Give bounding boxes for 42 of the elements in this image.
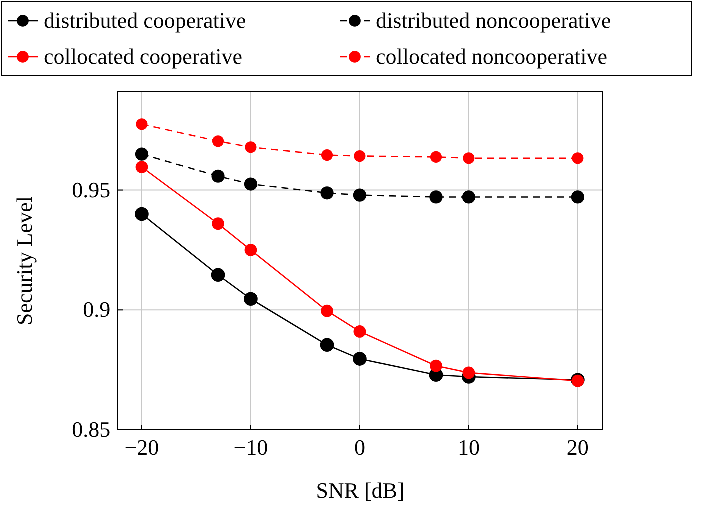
- point: [462, 366, 476, 380]
- point: [321, 304, 334, 318]
- point: [320, 186, 334, 200]
- point: [136, 118, 148, 130]
- y-tick-label: 0.9: [83, 297, 111, 322]
- y-tick-label: 0.95: [72, 177, 111, 202]
- point: [245, 142, 257, 154]
- point: [212, 170, 225, 183]
- y-tick-label: 0.85: [72, 417, 111, 442]
- point: [135, 148, 149, 161]
- point: [244, 292, 258, 306]
- point: [430, 151, 442, 163]
- x-tick-label: 10: [458, 435, 480, 460]
- point: [354, 326, 366, 338]
- legend-label: collocated cooperative: [44, 44, 243, 69]
- x-tick-label: −10: [234, 435, 268, 460]
- x-tick-label: −20: [124, 435, 160, 460]
- point: [320, 338, 334, 352]
- point: [211, 268, 226, 282]
- legend-label: collocated noncooperative: [376, 44, 608, 69]
- point: [212, 218, 224, 230]
- y-axis-title: Security Level: [12, 196, 37, 326]
- point: [354, 150, 366, 162]
- x-tick-label: 20: [566, 435, 589, 460]
- point: [212, 136, 224, 148]
- legend-label: distributed noncooperative: [376, 8, 612, 33]
- x-tick-label: 0: [354, 435, 366, 460]
- point: [353, 188, 367, 202]
- point: [321, 150, 334, 162]
- point: [430, 360, 442, 372]
- point: [463, 152, 475, 164]
- legend-label: distributed cooperative: [44, 8, 246, 33]
- point: [244, 178, 258, 191]
- point: [462, 190, 476, 204]
- point: [571, 190, 584, 204]
- point: [572, 152, 584, 164]
- point: [430, 190, 443, 204]
- point: [353, 352, 367, 366]
- point: [244, 244, 258, 256]
- x-axis-title: SNR [dB]: [316, 478, 405, 503]
- point: [135, 207, 149, 222]
- point: [136, 161, 148, 174]
